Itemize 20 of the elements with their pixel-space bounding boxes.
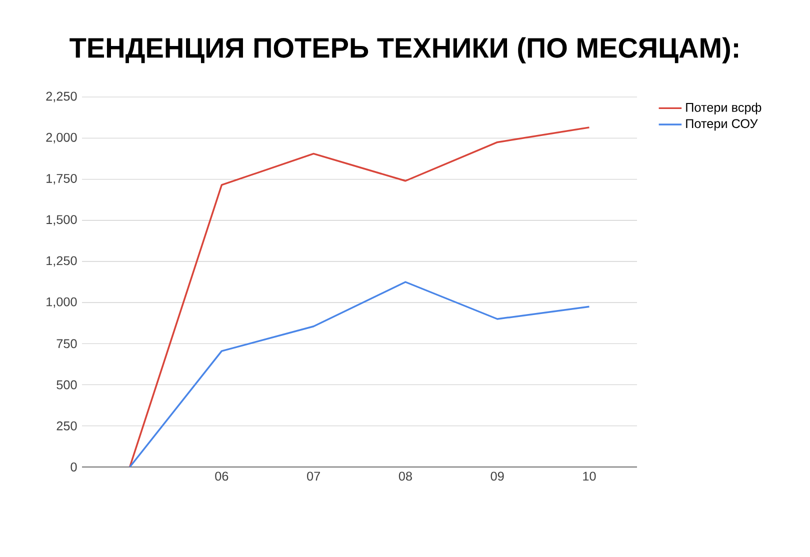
y-tick-label: 1,500	[46, 215, 77, 226]
x-tick-label: 06	[215, 472, 228, 481]
chart-title: ТЕНДЕНЦИЯ ПОТЕРЬ ТЕХНИКИ (ПО МЕСЯЦАМ):	[70, 37, 738, 64]
x-tick-label: 07	[307, 472, 320, 481]
y-tick-label: 250	[56, 421, 77, 430]
line-series	[128, 126, 590, 467]
x-tick-label: 10	[583, 472, 596, 481]
legend-label: Потери СОУ	[686, 119, 758, 131]
y-tick-label: 1,000	[46, 297, 77, 308]
y-tick-label: 2,250	[46, 92, 77, 102]
line-series	[128, 281, 590, 467]
y-tick-label: 2,000	[46, 132, 77, 144]
x-tick-label: 08	[398, 472, 412, 481]
x-tick-label: 09	[490, 472, 504, 481]
y-tick-label: 1,750	[46, 174, 77, 184]
y-tick-label: 0	[70, 462, 77, 472]
legend-label: Потери всрф	[686, 102, 762, 114]
y-tick-label: 500	[56, 380, 77, 390]
y-tick-label: 750	[56, 339, 77, 348]
y-tick-label: 1,250	[46, 256, 77, 267]
